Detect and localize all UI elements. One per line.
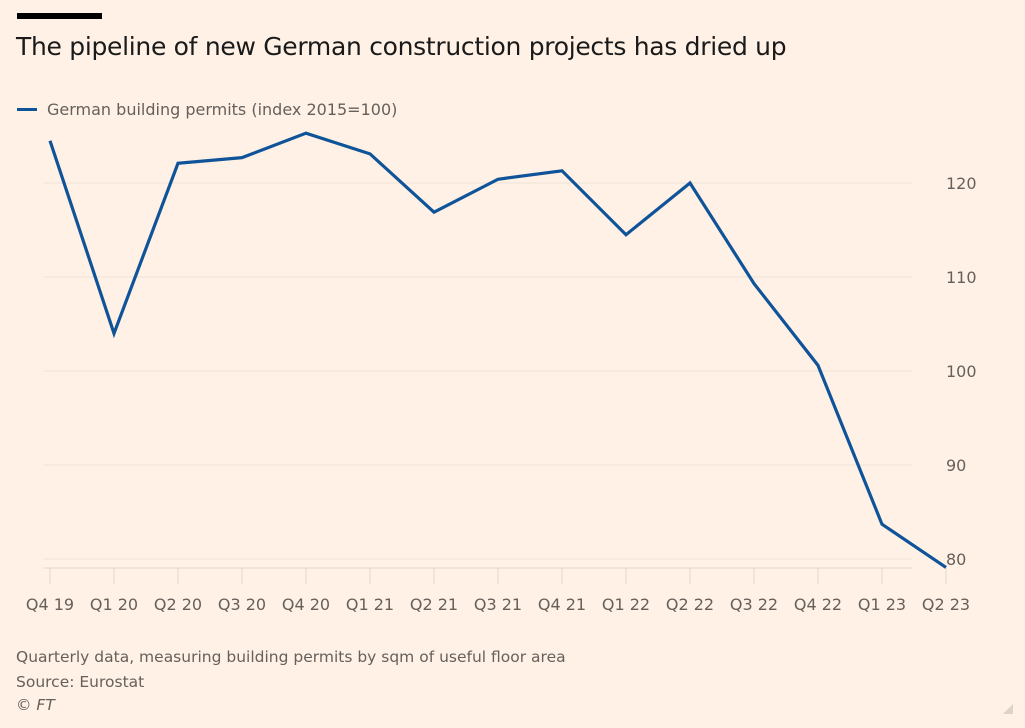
x-tick-label: Q3 22 (730, 595, 778, 614)
resize-handle-icon[interactable] (1003, 704, 1013, 714)
y-axis-ticks: 80 90 100 110 120 (946, 174, 977, 569)
ft-top-rule (17, 13, 102, 19)
x-tick-label: Q1 23 (858, 595, 906, 614)
series-line (48, 131, 947, 569)
x-tick-label: Q1 20 (90, 595, 138, 614)
gridlines (44, 182, 912, 560)
x-tick-label: Q2 23 (922, 595, 970, 614)
x-tick-label: Q2 22 (666, 595, 714, 614)
x-tick-label: Q4 22 (794, 595, 842, 614)
x-tick-label: Q2 21 (410, 595, 458, 614)
legend-label: German building permits (index 2015=100) (47, 100, 398, 119)
x-tick-label: Q3 21 (474, 595, 522, 614)
x-axis: Q4 19 Q1 20 Q2 20 Q3 20 Q4 20 Q1 21 Q2 21 Q3 21… (26, 567, 970, 614)
x-tick-label: Q1 21 (346, 595, 394, 614)
x-tick-label: Q1 22 (602, 595, 650, 614)
y-tick-label: 110 (946, 268, 977, 287)
chart-note: Quarterly data, measuring building permi… (16, 648, 566, 666)
x-tick-label: Q2 20 (154, 595, 202, 614)
x-tick-label: Q3 20 (218, 595, 266, 614)
chart-copyright: © FT (16, 696, 55, 714)
y-tick-label: 80 (946, 550, 966, 569)
legend: German building permits (index 2015=100) (17, 100, 397, 119)
y-tick-label: 120 (946, 174, 977, 193)
y-tick-label: 100 (946, 362, 977, 381)
chart-source: Source: Eurostat (16, 673, 145, 691)
x-tick-label: Q4 21 (538, 595, 586, 614)
chart-title: The pipeline of new German construction … (16, 32, 787, 61)
series-layer (48, 131, 947, 569)
legend-swatch (17, 108, 37, 111)
x-tick-label: Q4 20 (282, 595, 330, 614)
x-tick-label: Q4 19 (26, 595, 74, 614)
y-tick-label: 90 (946, 456, 966, 475)
